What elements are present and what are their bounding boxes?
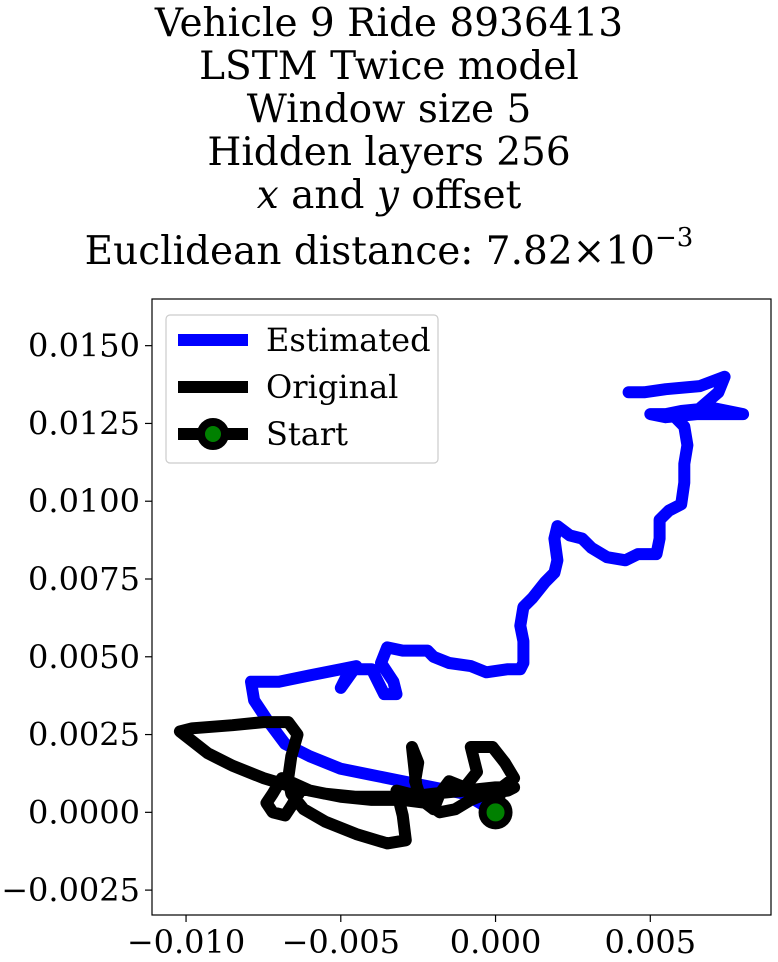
y-tick-label: 0.0050 bbox=[28, 638, 140, 676]
title-exponent: −3 bbox=[654, 223, 694, 253]
title-line-5: x and y offset bbox=[0, 174, 778, 217]
ticks-layer: −0.010 −0.005 0.000 0.005 −0.0025 0.0000 0.002… bbox=[1, 327, 696, 961]
x-tick-label: −0.010 bbox=[127, 923, 245, 961]
y-tick-label: 0.0075 bbox=[28, 560, 140, 598]
title-base: 10 bbox=[605, 229, 655, 274]
x-tick-label: 0.005 bbox=[604, 923, 696, 961]
series-layer bbox=[173, 370, 750, 850]
title-line-1: Vehicle 9 Ride 8936413 bbox=[154, 1, 624, 46]
x-tick-label: 0.000 bbox=[450, 923, 542, 961]
title-times: × bbox=[572, 229, 606, 274]
y-tick-label: 0.0000 bbox=[28, 793, 140, 831]
axes-frame bbox=[151, 298, 772, 916]
legend-label-estimated: Estimated bbox=[266, 321, 431, 359]
series-line-original bbox=[173, 716, 521, 850]
title-var-y: y bbox=[376, 173, 399, 218]
title-distance: Euclidean distance: 7.82 bbox=[84, 229, 573, 274]
legend-marker-start bbox=[197, 418, 229, 450]
start-marker bbox=[478, 795, 513, 830]
y-tick-label: 0.0025 bbox=[28, 716, 140, 754]
legend-box bbox=[165, 314, 439, 464]
legend-label-original: Original bbox=[266, 368, 398, 406]
y-tick-label: −0.0025 bbox=[1, 871, 140, 909]
title-line-2: LSTM Twice model bbox=[199, 44, 579, 89]
y-tick-label: 0.0125 bbox=[28, 404, 140, 442]
title-offset: offset bbox=[398, 173, 522, 218]
title-and: and bbox=[278, 173, 377, 218]
chart-title: Vehicle 9 Ride 8936413 LSTM Twice model … bbox=[0, 2, 778, 273]
legend-label-start: Start bbox=[266, 415, 348, 453]
y-tick-label: 0.0150 bbox=[28, 327, 140, 365]
series-line-estimated bbox=[245, 370, 750, 819]
y-tick-label: 0.0100 bbox=[28, 482, 140, 520]
title-line-6: Euclidean distance: 7.82×10−3 bbox=[0, 217, 778, 273]
title-line-3: Window size 5 bbox=[246, 87, 532, 132]
title-line-4: Hidden layers 256 bbox=[207, 130, 571, 175]
x-tick-label: −0.005 bbox=[282, 923, 400, 961]
title-var-x: x bbox=[256, 173, 279, 218]
legend: Estimated Original Start bbox=[165, 314, 439, 464]
